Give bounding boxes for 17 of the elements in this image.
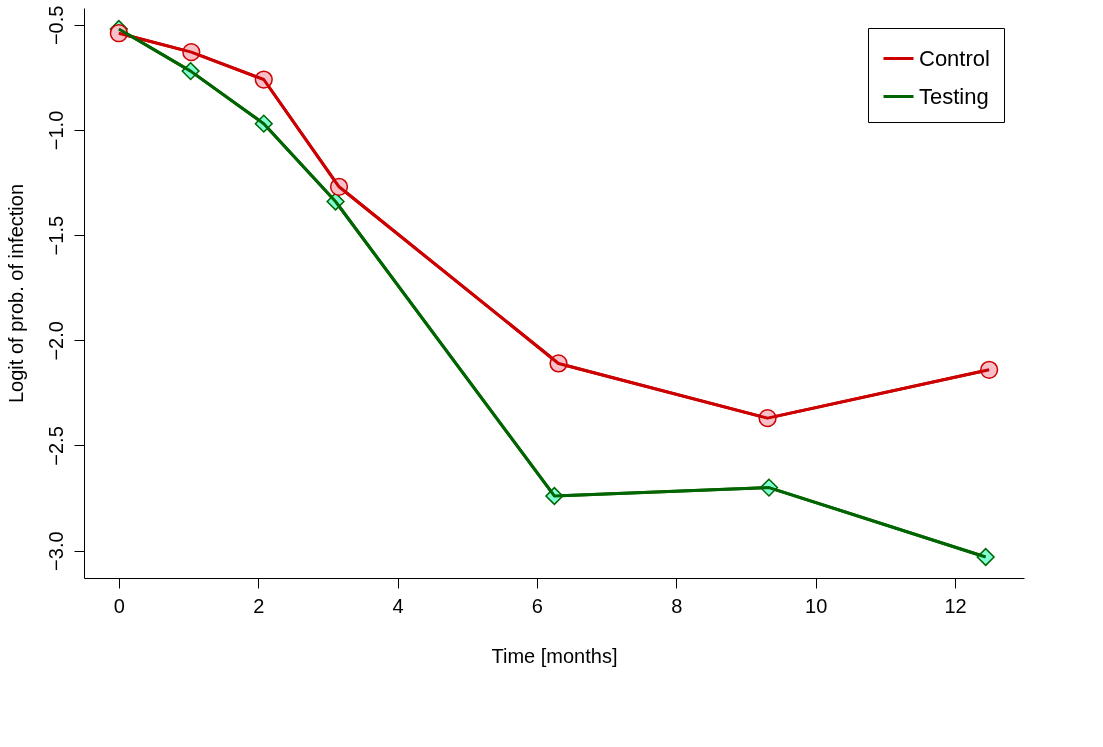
x-tick-label: 2: [253, 594, 265, 617]
x-tick-label: 6: [531, 594, 543, 617]
x-tick-label: 0: [113, 594, 125, 617]
y-tick-label: −2.0: [44, 321, 67, 361]
y-axis-title: Logit of prob. of infection: [4, 183, 27, 404]
x-tick-label: 10: [805, 594, 828, 617]
y-tick-label: −2.5: [44, 426, 67, 466]
y-tick-label: −1.0: [44, 110, 67, 151]
y-tick-label: −1.5: [44, 215, 67, 256]
legend-label: Control: [919, 45, 990, 71]
y-tick-label: −3.0: [44, 531, 67, 571]
y-tick-label: −0.5: [44, 5, 67, 46]
x-axis-title: Time [months]: [491, 644, 618, 667]
legend-label: Testing: [919, 83, 989, 109]
x-tick-label: 8: [671, 594, 683, 617]
x-tick-label: 4: [392, 594, 404, 617]
x-tick-label: 12: [944, 594, 967, 617]
